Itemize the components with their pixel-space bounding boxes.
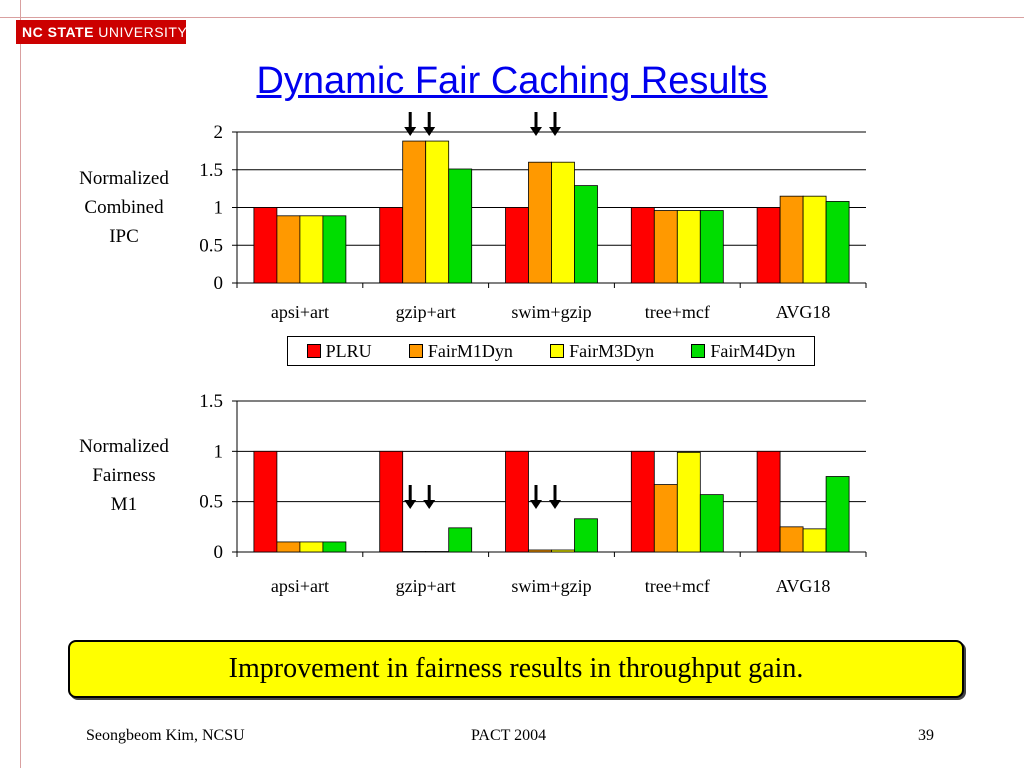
arrow-head [404,500,417,509]
bar [276,215,301,284]
bar [425,140,450,284]
bar [802,195,827,284]
bar [379,207,404,284]
bar [299,215,324,284]
bar [402,551,427,553]
legend-item-fairm3dyn: FairM3Dyn [550,341,654,362]
fairness-y-axis-label: Normalized Fairness M1 [79,436,169,515]
bar [253,450,278,553]
y-tick-label: 0.5 [199,492,223,513]
bar [630,450,655,553]
bar [528,161,552,284]
bar [825,476,850,553]
legend-item-fairm4dyn: FairM4Dyn [691,341,795,362]
fairness-chart: 0 0.5 1 1.5 apsi+art gzip+art swim+gzip tree+mc… [199,391,867,596]
bar [825,201,850,284]
y-tick-label: 0.5 [199,235,223,256]
y-tick-label: 2 [214,122,224,143]
bar [448,168,473,284]
slide-title[interactable]: Dynamic Fair Caching Results [256,60,768,102]
legend-item-plru: PLRU [306,341,372,362]
footer-author: Seongbeom Kim, NCSU [86,727,245,744]
bar [505,207,529,284]
y-tick-label: 0 [214,542,224,563]
bar [779,526,804,553]
x-category-label: apsi+art [271,576,329,596]
bar [448,527,473,553]
university-logo: NC STATE UNIVERSITY [16,20,187,44]
legend-swatch [408,344,423,358]
bar [402,140,427,284]
arrow-head [549,500,561,509]
ipc-y-axis-label: Normalized Combined IPC [79,168,169,247]
chart-legend: PLRU FairM1Dyn FairM3Dyn FairM4Dyn [287,336,815,366]
arrow-head [404,127,417,136]
footer-conference: PACT 2004 [471,727,547,744]
bar [379,450,404,553]
frame-top-rule [0,17,1024,18]
arrow-head [423,500,436,509]
legend-swatch [550,344,565,358]
bar [779,195,804,284]
bar [699,494,724,553]
bar [551,549,575,553]
legend-swatch [691,344,706,358]
x-category-label: gzip+art [396,302,456,322]
bar [505,450,529,553]
bar [322,215,347,284]
arrow-head [549,127,561,136]
arrow-head [530,500,542,509]
legend-swatch [306,344,321,358]
bar [574,185,598,284]
x-category-label: AVG18 [776,576,831,596]
bar [276,541,301,553]
bar [676,210,701,284]
bar [551,161,575,284]
bar [756,207,781,284]
y-tick-label: 0 [214,273,224,294]
bar [528,549,552,553]
bar [322,541,347,553]
x-category-label: tree+mcf [645,302,710,322]
bar [699,210,724,284]
y-tick-label: 1.5 [199,160,223,181]
bar [253,207,278,284]
bar [653,210,678,284]
x-category-label: swim+gzip [511,302,591,322]
conclusion-callout: Improvement in fairness results in throu… [68,640,964,698]
bar [299,541,324,553]
footer-page-number: 39 [918,727,934,744]
bar [676,451,701,553]
x-category-label: AVG18 [776,302,831,322]
arrow-head [530,127,542,136]
bar [802,528,827,553]
x-category-label: swim+gzip [511,576,591,596]
frame-left-rule [20,0,21,768]
arrow-head [423,127,436,136]
y-tick-label: 1 [214,441,224,462]
ipc-chart: 0 0.5 1 1.5 2 apsi+art gzip+art swim+gzip tree+m… [199,112,867,322]
bar [425,551,450,553]
bar [653,484,678,553]
bar [756,450,781,553]
bar [574,518,598,553]
x-category-label: gzip+art [396,576,456,596]
y-tick-label: 1.5 [199,391,223,412]
x-category-label: tree+mcf [645,576,710,596]
bar [630,207,655,284]
x-category-label: apsi+art [271,302,329,322]
y-tick-label: 1 [214,198,224,219]
legend-item-fairm1dyn: FairM1Dyn [408,341,513,362]
